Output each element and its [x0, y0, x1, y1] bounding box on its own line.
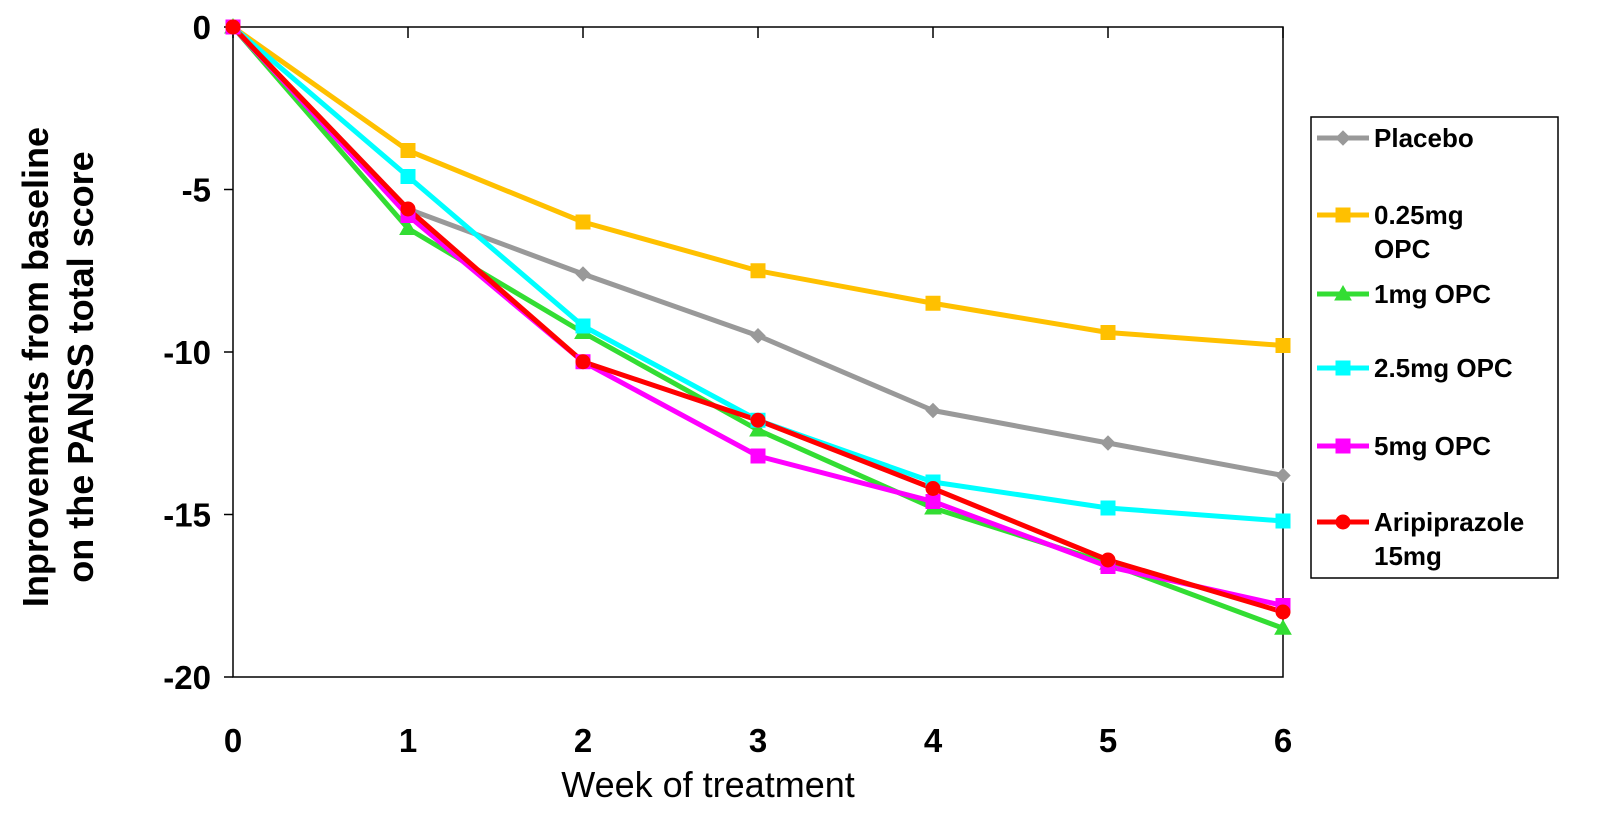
y-axis-ticks: 0 -5 -10 -15 -20: [163, 9, 233, 696]
data-point-placebo: [1275, 467, 1291, 484]
x-tick-label: 2: [574, 722, 592, 759]
data-point-5mg-opc: [750, 448, 766, 464]
data-point-2-5mg-opc: [575, 318, 591, 334]
x-axis-ticks: 0 1 2 3 4 5 6: [224, 27, 1292, 759]
data-point-5mg-opc: [925, 494, 941, 509]
data-point-aripiprazole-15mg: [1100, 552, 1116, 568]
data-point-placebo: [925, 402, 941, 419]
legend-marker-aripiprazole-15mg: [1335, 514, 1351, 530]
y-axis-title-line: on the PANSS total score: [60, 151, 101, 582]
data-point-2-5mg-opc: [1275, 513, 1291, 529]
data-point-0-25mg-opc: [575, 214, 591, 230]
x-axis-title: Week of treatment: [561, 764, 854, 805]
legend-marker-1mg-opc: [1334, 284, 1352, 301]
x-tick-label: 1: [399, 722, 417, 759]
x-tick-label: 3: [749, 722, 767, 759]
data-point-aripiprazole-15mg: [575, 354, 591, 370]
legend-label-aripiprazole-15mg: 15mg: [1374, 541, 1442, 571]
legend-label-1mg-opc: 1mg OPC: [1374, 279, 1491, 309]
legend: Placebo 0.25mg OPC 1mg OPC 2.5mg OPC 5mg OPC A…: [1310, 116, 1559, 579]
data-point-0-25mg-opc: [1100, 325, 1116, 340]
data-point-2-5mg-opc: [1100, 500, 1116, 516]
data-point-0-25mg-opc: [750, 263, 766, 279]
data-point-1mg-opc: [749, 420, 767, 437]
data-point-aripiprazole-15mg: [1275, 604, 1291, 620]
y-tick-label: 0: [193, 9, 211, 46]
legend-label-5mg-opc: 5mg OPC: [1374, 431, 1491, 461]
legend-box: [1310, 116, 1559, 579]
y-tick-label: -10: [163, 334, 211, 371]
legend-marker-0-25mg-opc: [1335, 207, 1351, 223]
x-tick-label: 4: [924, 722, 943, 759]
plot-area-frame: [232, 26, 1284, 678]
data-point-1mg-opc: [1274, 619, 1292, 635]
y-axis-title: Inprovements from baseline on the PANSS t…: [15, 127, 101, 607]
x-tick-label: 0: [224, 722, 242, 759]
x-tick-label: 6: [1274, 722, 1292, 759]
data-point-1mg-opc: [399, 219, 417, 235]
data-point-placebo: [750, 328, 766, 344]
y-tick-label: -5: [182, 172, 211, 209]
legend-marker-placebo: [1335, 130, 1351, 146]
data-point-aripiprazole-15mg: [400, 201, 416, 217]
legend-label-aripiprazole-15mg: Aripiprazole: [1374, 507, 1524, 537]
y-tick-label: -20: [163, 659, 211, 696]
data-point-0-25mg-opc: [925, 295, 941, 311]
data-point-placebo: [1100, 435, 1116, 451]
legend-label-0-25mg-opc: 0.25mg: [1374, 200, 1464, 230]
legend-label-0-25mg-opc: OPC: [1374, 234, 1431, 264]
series-markers: [224, 17, 1292, 635]
x-tick-label: 5: [1099, 722, 1117, 759]
legend-label-2-5mg-opc: 2.5mg OPC: [1374, 353, 1513, 383]
data-point-aripiprazole-15mg: [925, 481, 941, 496]
data-point-0-25mg-opc: [400, 143, 416, 158]
y-tick-label: -15: [163, 497, 211, 534]
legend-marker-2-5mg-opc: [1335, 360, 1351, 376]
data-point-placebo: [575, 266, 591, 282]
data-point-0-25mg-opc: [1275, 338, 1291, 353]
legend-label-placebo: Placebo: [1374, 123, 1474, 153]
data-point-aripiprazole-15mg: [225, 19, 241, 35]
data-point-aripiprazole-15mg: [750, 412, 766, 428]
legend-marker-5mg-opc: [1335, 438, 1351, 454]
data-point-2-5mg-opc: [400, 169, 416, 184]
y-axis-title-line: Inprovements from baseline: [15, 127, 56, 607]
